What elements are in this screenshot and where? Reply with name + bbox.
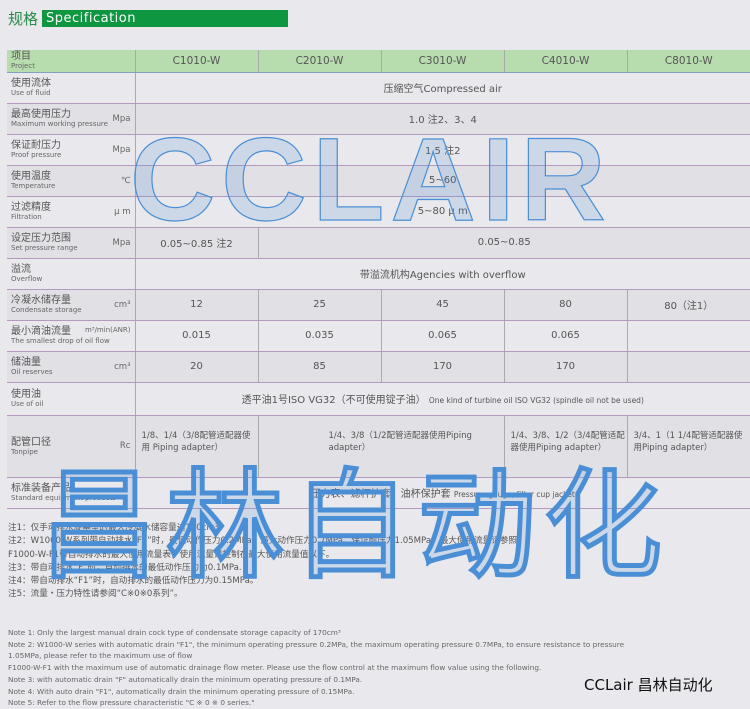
cell	[626, 351, 750, 383]
cell: 45	[380, 289, 504, 321]
cell: 12	[134, 289, 258, 321]
model-header: C1010-W	[134, 50, 258, 73]
model-header: C4010-W	[503, 50, 627, 73]
cell: 透平油1号ISO VG32（不可使用锭子油） One kind of turbi…	[134, 382, 750, 416]
model-header: C2010-W	[257, 50, 381, 73]
row-label: 冷凝水储存量 Condensate storage cm³	[7, 289, 135, 321]
row-fluid: 使用流体 Use of fluid 压缩空气Compressed air	[7, 72, 750, 104]
cell: 1/4、3/8、1/2（3/4配管适配器使用Piping adapter）	[503, 415, 627, 478]
cell	[626, 320, 750, 352]
row-label: 溢流 Overflow	[7, 258, 135, 290]
row-label: 最高使用压力 Maximum working pressure Mpa	[7, 103, 135, 135]
row-oil-flow: 最小滴油流量 The smallest drop of oil flow m³/mi…	[7, 320, 750, 352]
cell: 1.5 注2	[134, 134, 750, 166]
model-header: C8010-W	[626, 50, 750, 73]
cell: 带溢流机构Agencies with overflow	[134, 258, 750, 290]
model-header: C3010-W	[380, 50, 504, 73]
notes-en: Note 1: Only the largest manual drain co…	[8, 627, 624, 709]
cell: 0.05~0.85	[257, 227, 750, 259]
note: Note 1: Only the largest manual drain co…	[8, 628, 341, 637]
note: 注1：仅手动排水旋塞型的最大冷凝水储容量达170cm³	[8, 523, 219, 533]
cell: 85	[257, 351, 381, 383]
cell: 25	[257, 289, 381, 321]
cell: 1/4、3/8（1/2配管适配器使用Piping adapter）	[257, 415, 504, 478]
cell: 1/8、1/4（3/8配管适配器使用 Piping adapter）	[134, 415, 258, 478]
row-label: 最小滴油流量 The smallest drop of oil flow m³/mi…	[7, 320, 135, 352]
section-title: 规格 Specification	[8, 8, 289, 29]
row-max-pressure: 最高使用压力 Maximum working pressure Mpa 1.0 注2…	[7, 103, 750, 135]
cell: 0.015	[134, 320, 258, 352]
row-piping: 配管口径 Tonpipe Rc 1/8、1/4（3/8配管适配器使用 Piping …	[7, 415, 750, 478]
header-label: 项目 Project	[7, 50, 135, 73]
row-oil-reserves: 储油量 Oil reserves cm³ 20 85 170 170	[7, 351, 750, 383]
title-cn: 规格	[8, 10, 39, 28]
note: F1000-W-F1 with the maximum use of autom…	[8, 663, 542, 673]
row-oil: 使用油 Use of oil 透平油1号ISO VG32（不可使用锭子油） One…	[7, 382, 750, 416]
title-en: Specification	[42, 10, 289, 27]
cell: 1.0 注2、3、4	[134, 103, 750, 135]
notes-cn: 注1：仅手动排水旋塞型的最大冷凝水储容量达170cm³ 注2：W1000-W系列…	[8, 522, 517, 602]
cell: 5~80 μ m	[134, 196, 750, 228]
row-label: 使用油 Use of oil	[7, 382, 135, 416]
note: 1.05MPa, please refer to the maximum use…	[8, 651, 193, 661]
cell: 170	[503, 351, 627, 383]
cell: 0.065	[380, 320, 504, 352]
cell: 80	[503, 289, 627, 321]
cell: 3/4、1（1 1/4配管适配器使用Piping adapter）	[626, 415, 750, 478]
row-filtration: 过滤精度 Filtration μ m 5~80 μ m	[7, 196, 750, 228]
row-label: 使用流体 Use of fluid	[7, 72, 135, 104]
note: 注5：流量・压力特性请参阅“C※0※0系列”。	[8, 589, 183, 600]
cell: 0.035	[257, 320, 381, 352]
cell: 80（注1）	[626, 289, 750, 321]
row-label: 储油量 Oil reserves cm³	[7, 351, 135, 383]
spec-table: 项目 Project C1010-W C2010-W C3010-W C4010-…	[7, 50, 750, 509]
cell: 170	[380, 351, 504, 383]
row-overflow: 溢流 Overflow 带溢流机构Agencies with overflow	[7, 258, 750, 290]
note: Note 5: Refer to the flow pressure chara…	[8, 698, 255, 708]
note: F1000-W-F1带自动排水的最大使用流量表，使用流量请控制在最大使用流量值以…	[8, 549, 335, 560]
row-condensate: 冷凝水储存量 Condensate storage cm³ 12 25 45 80 …	[7, 289, 750, 321]
note: Note 2: W1000-W series with automatic dr…	[8, 639, 625, 649]
cell: 压力表、滤杯护套、油杯保护套 Pressure gauge, filter cu…	[134, 477, 750, 509]
cell: 0.05~0.85 注2	[134, 227, 258, 259]
note: Note 3: with automatic drain "F" automat…	[8, 674, 363, 684]
row-proof: 保证耐压力 Proof pressure Mpa 1.5 注2	[7, 134, 750, 166]
row-label: 过滤精度 Filtration μ m	[7, 196, 135, 228]
note: 注4：带自动排水“F1”时，自动排水的最低动作压力为0.15MPa。	[8, 576, 259, 587]
note: 注2：W1000-W系列带自动排水“F1”时，最低动作压力0.2MPa、最大动作…	[8, 536, 518, 547]
row-set-pressure: 设定压力范围 Set pressure range Mpa 0.05~0.85 注2…	[7, 227, 750, 259]
row-label: 设定压力范围 Set pressure range Mpa	[7, 227, 135, 259]
row-label: 保证耐压力 Proof pressure Mpa	[7, 134, 135, 166]
cell: 0.065	[503, 320, 627, 352]
cell: 压缩空气Compressed air	[134, 72, 750, 104]
row-temp: 使用温度 Temperature ℃ 5~60	[7, 165, 750, 197]
row-label: 标准装备产品 Standard equipment products	[7, 477, 135, 509]
row-label: 配管口径 Tonpipe Rc	[7, 415, 135, 478]
note: Note 4: With auto drain "F1", automatica…	[8, 686, 355, 696]
note: 注3：带自动排水“F”时，自动排水的最低动作压力为0.1MPa.	[8, 562, 242, 573]
table-header: 项目 Project C1010-W C2010-W C3010-W C4010-…	[7, 50, 750, 73]
row-label: 使用温度 Temperature ℃	[7, 165, 135, 197]
brand-label: CCLair 昌林自动化	[584, 676, 713, 694]
row-standard: 标准装备产品 Standard equipment products 压力表、滤杯…	[7, 477, 750, 509]
cell: 20	[134, 351, 258, 383]
cell: 5~60	[134, 165, 750, 197]
